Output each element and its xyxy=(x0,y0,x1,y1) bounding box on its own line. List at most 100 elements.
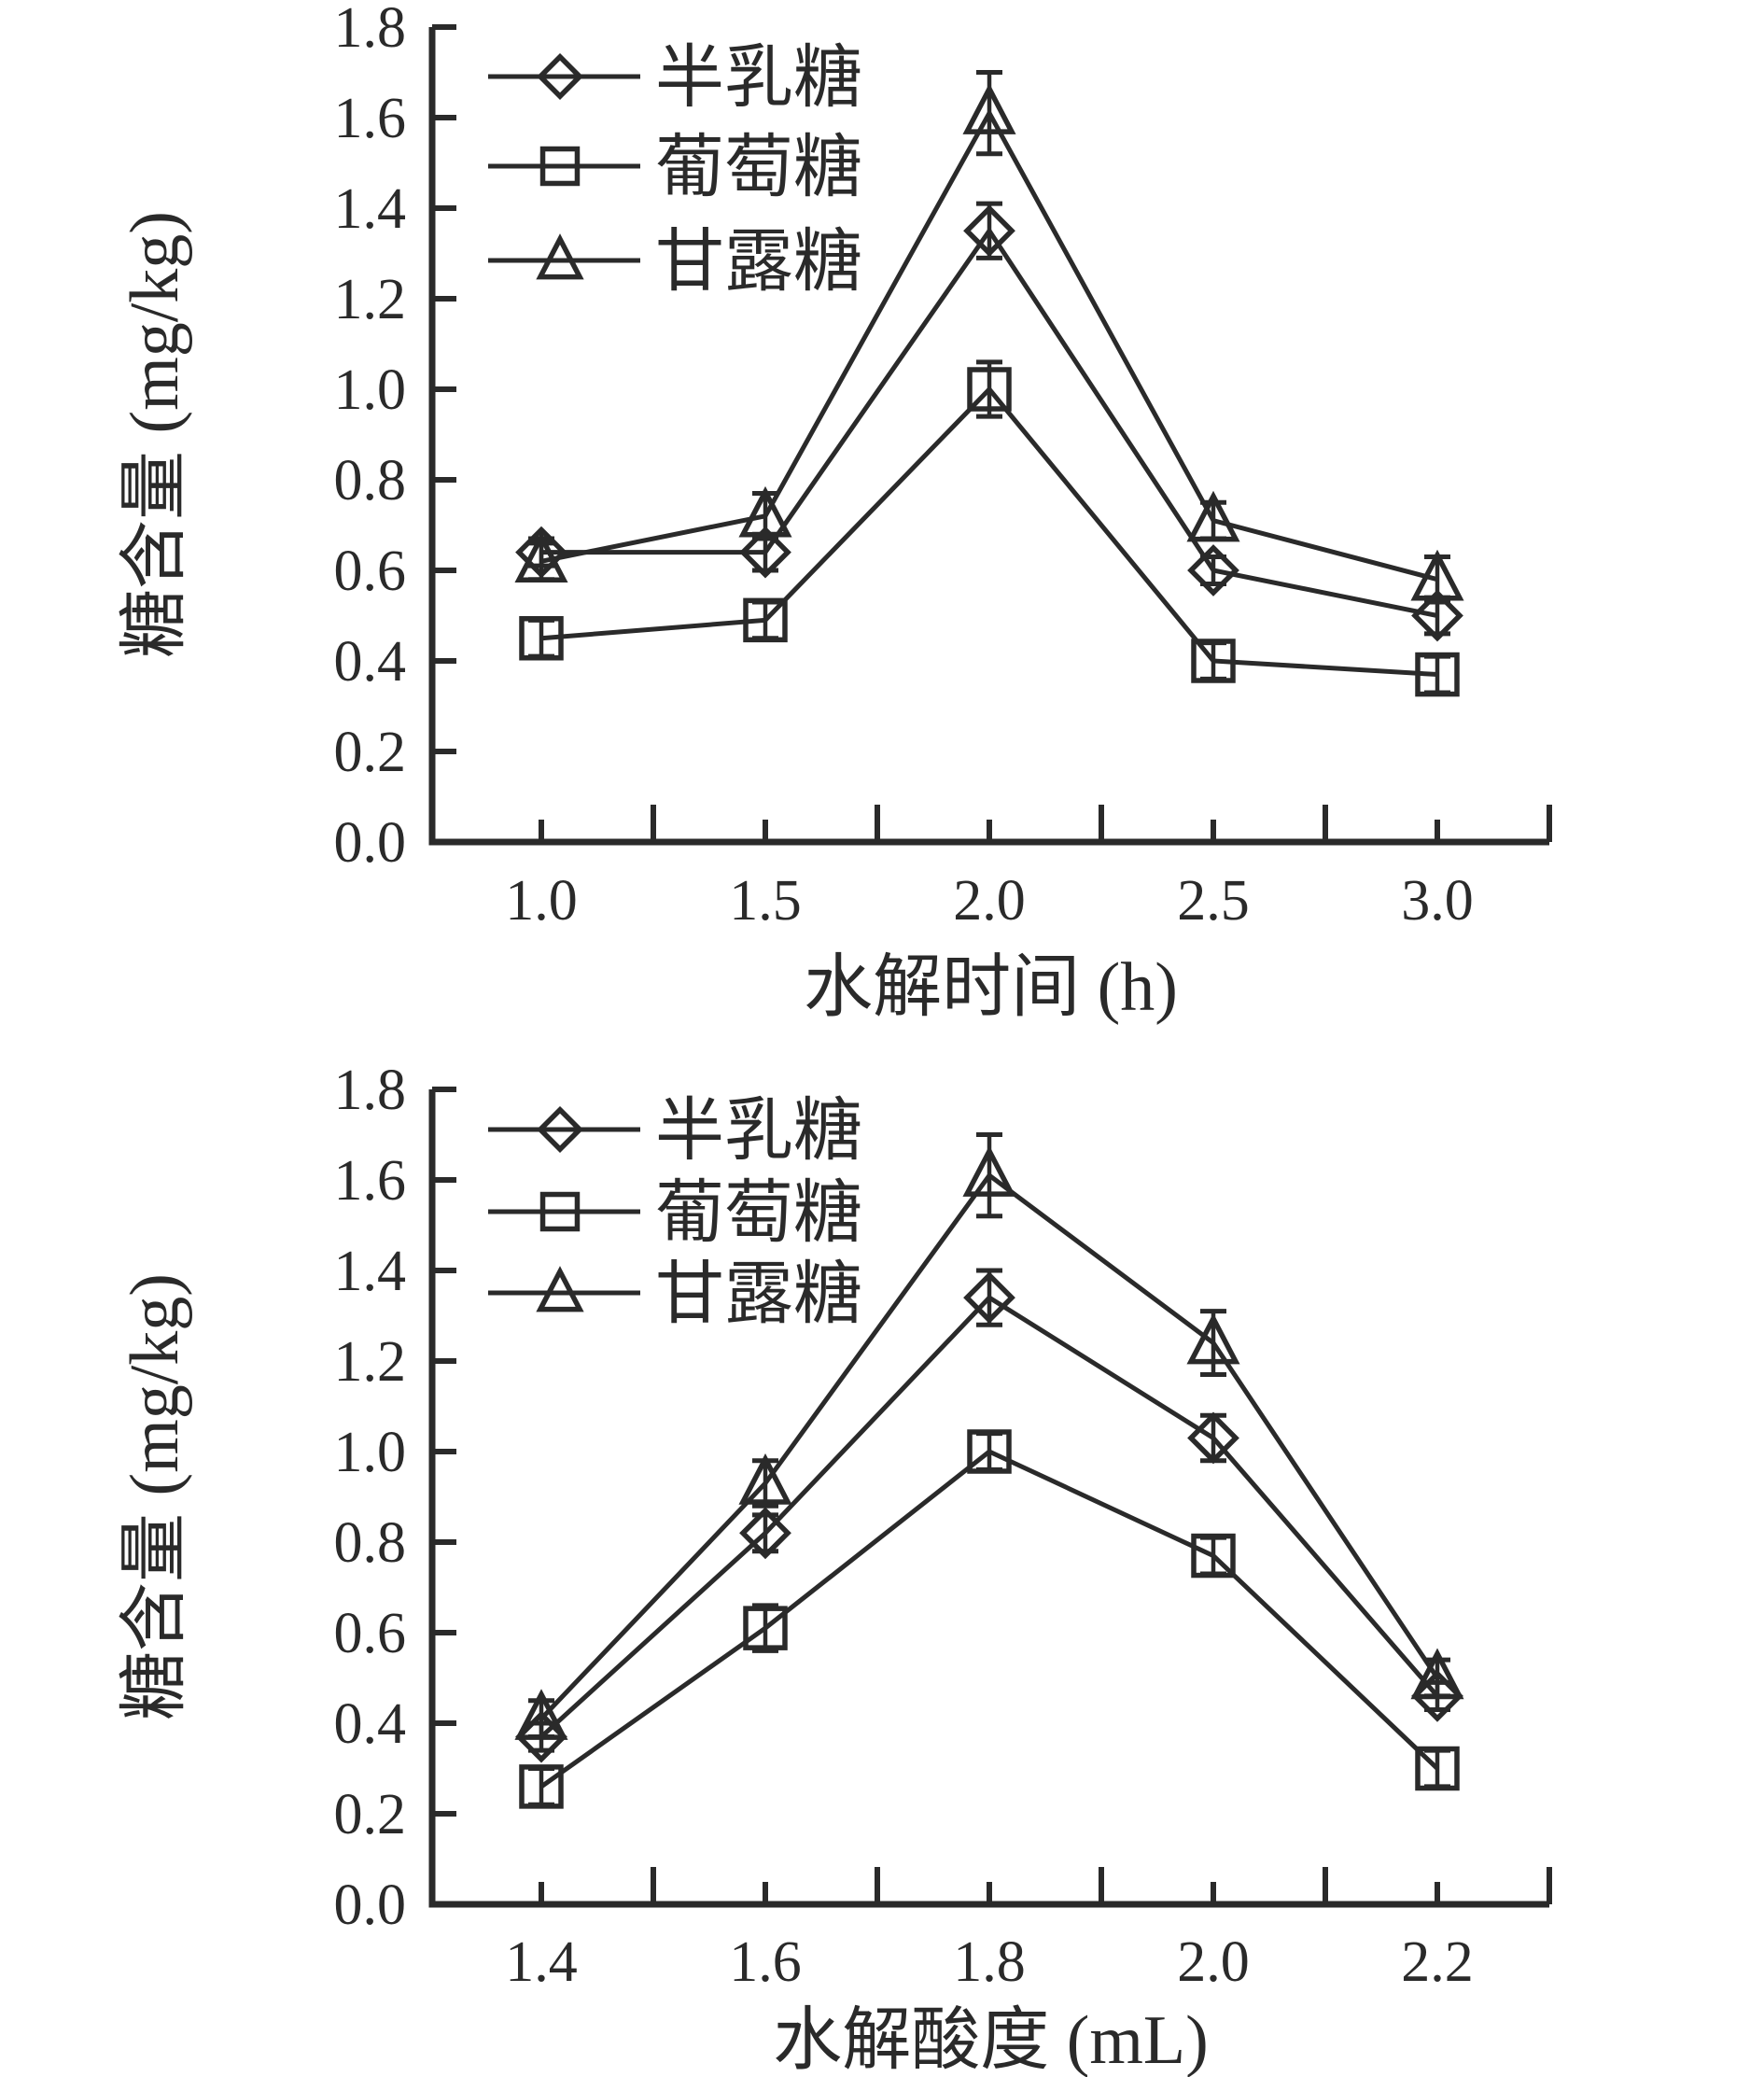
x-tick-label: 3.0 xyxy=(1401,869,1474,933)
chart-bottom: 0.0 0.2 0.4 0.6 0.8 1.0 1.2 1.4 1.6 1.8 1.4 1.6 1.8 2… xyxy=(117,1059,1552,2077)
triangle-legend-icon xyxy=(536,233,584,280)
square-marker xyxy=(1191,1533,1236,1579)
y-tick-label: 1.0 xyxy=(334,1421,407,1484)
y-axis-title: 糖含量 (mg/kg) xyxy=(117,1273,193,1720)
error-bar xyxy=(976,201,1002,260)
square-marker xyxy=(519,1764,564,1809)
triangle-marker xyxy=(962,83,1016,134)
diamond-marker xyxy=(1411,1670,1463,1722)
y-tick-label: 0.8 xyxy=(334,449,407,512)
error-bar xyxy=(1424,1747,1450,1789)
y-tick-label: 1.4 xyxy=(334,1240,407,1303)
x-tick-label: 1.0 xyxy=(505,869,578,933)
square-marker xyxy=(743,1606,788,1650)
legend-label-mannose: 甘露糖 xyxy=(655,224,862,301)
y-tick-label: 1.2 xyxy=(334,1330,407,1394)
diamond-legend-icon xyxy=(536,1105,584,1154)
y-tick-label: 0.8 xyxy=(334,1511,407,1575)
y-tick-label: 1.6 xyxy=(334,1149,407,1213)
triangle-legend-icon xyxy=(536,1266,584,1312)
series-galactose xyxy=(515,1268,1463,1763)
y-tick-label: 1.4 xyxy=(334,177,407,241)
diamond-marker xyxy=(1187,544,1239,596)
diamond-marker xyxy=(1187,1411,1239,1465)
x-tick-label: 2.5 xyxy=(1177,869,1250,933)
x-axis-title: 水解时间 (h) xyxy=(804,949,1178,1026)
y-tick-label: 1.8 xyxy=(334,0,407,60)
square-marker xyxy=(1191,639,1236,683)
series-line-glucose xyxy=(539,1449,1439,1789)
series-glucose xyxy=(519,359,1460,697)
square-marker xyxy=(519,616,564,661)
triangle-marker xyxy=(1186,1312,1240,1365)
x-tick-label: 2.2 xyxy=(1401,1930,1474,1994)
y-tick-label: 0.2 xyxy=(334,721,407,784)
y-tick-label: 0.4 xyxy=(334,1692,407,1756)
x-tick-label: 2.0 xyxy=(953,869,1026,933)
square-legend-icon xyxy=(539,1191,581,1232)
legend-label-mannose: 甘露糖 xyxy=(655,1256,862,1333)
square-marker xyxy=(1415,1746,1460,1791)
legend-label-galactose: 半乳糖 xyxy=(655,1093,862,1170)
x-tick-label: 1.5 xyxy=(729,869,802,933)
triangle-marker xyxy=(514,1689,568,1740)
series-glucose xyxy=(519,1429,1460,1809)
series-mannose xyxy=(514,70,1464,605)
error-bar xyxy=(1200,1535,1226,1577)
legend-label-galactose: 半乳糖 xyxy=(655,40,862,117)
triangle-marker xyxy=(738,1453,792,1505)
square-marker xyxy=(1415,652,1460,697)
diamond-marker xyxy=(963,204,1015,258)
x-axis-ticks: 1.4 1.6 1.8 2.0 2.2 xyxy=(505,1867,1552,1994)
diamond-marker xyxy=(963,1271,1015,1324)
x-axis-title: 水解酸度 (mL) xyxy=(773,2002,1209,2077)
y-tick-label: 0.2 xyxy=(334,1783,407,1846)
triangle-marker xyxy=(1410,1648,1464,1700)
diamond-legend-icon xyxy=(536,52,584,101)
legend-label-glucose: 葡萄糖 xyxy=(655,1175,862,1252)
y-tick-label: 1.2 xyxy=(334,268,407,331)
legend-label-glucose: 葡萄糖 xyxy=(655,130,862,206)
y-tick-label: 1.6 xyxy=(334,87,407,150)
y-axis-ticks: 0.0 0.2 0.4 0.6 0.8 1.0 1.2 1.4 1.6 1.8 xyxy=(334,1059,456,1937)
diamond-marker xyxy=(739,526,791,579)
series-line-galactose xyxy=(539,1294,1439,1739)
y-tick-label: 0.0 xyxy=(334,1874,407,1937)
y-axis-ticks: 0.0 0.2 0.4 0.6 0.8 1.0 1.2 1.4 1.6 1.8 xyxy=(334,0,456,875)
error-bar xyxy=(752,1603,778,1653)
diamond-marker xyxy=(1411,589,1463,642)
error-bar xyxy=(976,1431,1002,1472)
square-marker xyxy=(743,597,788,643)
y-tick-label: 1.8 xyxy=(334,1059,407,1122)
series-mannose xyxy=(514,1132,1464,1740)
x-tick-label: 2.0 xyxy=(1177,1930,1250,1994)
diamond-marker xyxy=(515,1710,567,1763)
x-tick-label: 1.6 xyxy=(729,1930,802,1994)
y-tick-label: 1.0 xyxy=(334,358,407,422)
square-legend-icon xyxy=(539,146,581,187)
triangle-marker xyxy=(514,531,568,583)
y-axis-title: 糖含量 (mg/kg) xyxy=(117,211,193,658)
triangle-marker xyxy=(738,485,792,538)
triangle-marker xyxy=(1410,549,1464,601)
y-tick-label: 0.6 xyxy=(334,1602,407,1665)
error-bar xyxy=(528,1766,554,1807)
triangle-marker xyxy=(1186,490,1240,542)
x-tick-label: 1.8 xyxy=(953,1930,1026,1994)
y-tick-label: 0.0 xyxy=(334,811,407,875)
chart-top: 0.0 0.2 0.4 0.6 0.8 1.0 1.2 1.4 1.6 1.8 1.0 1.5 2.0 2… xyxy=(117,0,1552,1026)
triangle-marker xyxy=(962,1145,1016,1197)
square-marker xyxy=(967,367,1012,412)
diamond-marker xyxy=(739,1507,791,1560)
x-tick-label: 1.4 xyxy=(505,1930,578,1994)
y-tick-label: 0.6 xyxy=(334,540,407,603)
x-axis-ticks: 1.0 1.5 2.0 2.5 3.0 xyxy=(505,805,1552,933)
error-bar xyxy=(976,1268,1002,1327)
y-tick-label: 0.4 xyxy=(334,630,407,694)
square-marker xyxy=(967,1429,1012,1474)
error-bar xyxy=(752,1512,778,1554)
